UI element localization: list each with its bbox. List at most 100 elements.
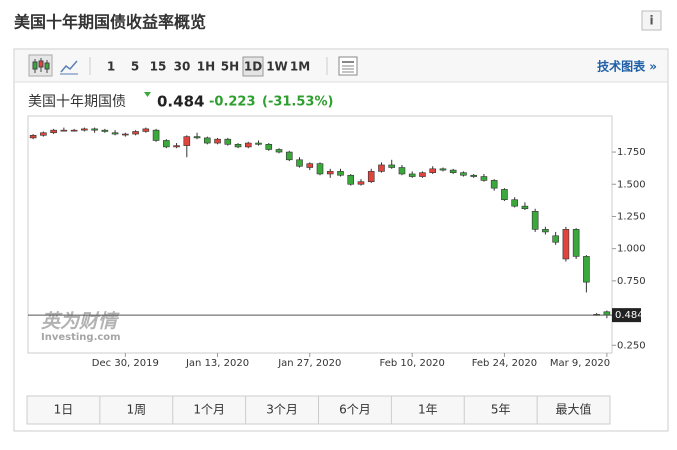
- candle-body: [275, 149, 283, 153]
- range-button[interactable]: 1个月: [193, 403, 225, 417]
- candle-body: [429, 168, 437, 173]
- candle-body: [101, 129, 109, 132]
- interval-button[interactable]: 5H: [221, 60, 239, 74]
- candle-body: [111, 132, 119, 135]
- interval-button[interactable]: 1M: [290, 60, 310, 74]
- candle-body: [224, 138, 232, 145]
- y-tick-label: 0.750: [617, 276, 646, 287]
- candle-body: [132, 131, 139, 135]
- candle-style-button[interactable]: [28, 54, 53, 77]
- x-tick-label: Jan 27, 2020: [277, 358, 341, 369]
- interval-button[interactable]: 15: [150, 60, 167, 74]
- candle-body: [296, 159, 303, 167]
- range-button[interactable]: 最大值: [556, 402, 592, 417]
- quote-change-pct: (-31.53%): [262, 95, 333, 110]
- candle-body: [398, 167, 406, 175]
- candle-body: [70, 129, 78, 132]
- technical-chart-link[interactable]: 技术图表 »: [597, 59, 657, 74]
- range-button[interactable]: 3个月: [266, 403, 298, 417]
- candle-body: [439, 168, 447, 171]
- last-price-label: 0.484: [615, 310, 644, 321]
- candle-body: [511, 199, 518, 207]
- candle-body: [152, 129, 160, 141]
- interval-button[interactable]: 1W: [266, 60, 288, 74]
- interval-button[interactable]: 30: [174, 60, 191, 74]
- candle-body: [142, 128, 150, 132]
- candle-body: [337, 171, 344, 176]
- candle-body: [388, 164, 396, 168]
- candle-body: [203, 137, 211, 144]
- line-style-button[interactable]: [60, 60, 78, 75]
- chart-frame: [13, 48, 669, 432]
- candle-body: [183, 136, 191, 146]
- info-button[interactable]: i: [641, 10, 662, 31]
- y-tick-label: 1.250: [617, 211, 646, 222]
- candle-body: [562, 229, 570, 260]
- interval-button[interactable]: 1H: [197, 60, 215, 74]
- y-tick-label: 1.500: [617, 179, 646, 190]
- candle-body: [470, 174, 477, 177]
- instrument-name: 美国十年期国债: [28, 94, 126, 110]
- candle-body: [542, 229, 549, 233]
- candle-body: [173, 145, 180, 148]
- candle-body: [285, 151, 293, 161]
- svg-text:i: i: [649, 14, 653, 28]
- candle-body: [449, 169, 457, 173]
- y-tick-label: 1.000: [617, 244, 646, 255]
- range-button[interactable]: 6个月: [339, 403, 371, 417]
- watermark: 英为财情: [41, 311, 120, 333]
- last-price-box: [612, 308, 641, 323]
- candle-body: [50, 129, 57, 134]
- candle-body: [122, 133, 129, 136]
- page-title: 美国十年期国债收益率概览: [14, 13, 206, 32]
- candle-body: [214, 138, 221, 144]
- candle-body: [163, 140, 170, 148]
- candle-body: [603, 311, 611, 316]
- settings-button[interactable]: [338, 56, 358, 76]
- candle-body: [60, 129, 68, 132]
- x-tick-label: Feb 10, 2020: [379, 358, 444, 369]
- candle-body: [419, 172, 426, 177]
- interval-button[interactable]: 1: [107, 60, 115, 74]
- selected-interval-bg: [242, 56, 264, 77]
- down-arrow: [144, 92, 151, 97]
- quote-change: -0.223: [209, 95, 256, 110]
- candle-body: [326, 171, 334, 175]
- candle-body: [501, 189, 508, 201]
- range-button[interactable]: 5年: [491, 403, 511, 417]
- x-tick-label: Feb 24, 2020: [472, 358, 537, 369]
- candle-body: [378, 164, 385, 172]
- candle-body: [490, 180, 498, 189]
- candle-body: [408, 173, 416, 177]
- candle-body: [521, 205, 529, 210]
- candle-body: [316, 163, 324, 175]
- interval-button[interactable]: 1D: [244, 60, 262, 74]
- x-tick-label: Dec 30, 2019: [92, 358, 159, 369]
- candle-body: [572, 229, 580, 257]
- candle-body: [357, 181, 365, 185]
- candle-body: [480, 176, 488, 181]
- interval-button[interactable]: 5: [131, 60, 139, 74]
- candle-body: [193, 136, 201, 139]
- y-tick-label: 0.250: [617, 340, 646, 351]
- x-tick-label: Jan 13, 2020: [185, 358, 249, 369]
- candle-body: [347, 174, 355, 185]
- candle-body: [255, 142, 262, 145]
- candle-body: [91, 128, 98, 131]
- candle-body: [265, 144, 273, 150]
- candle-body: [460, 172, 467, 176]
- range-button[interactable]: 1年: [418, 403, 438, 417]
- range-button[interactable]: 1日: [54, 403, 74, 417]
- candle-body: [29, 135, 37, 139]
- candle-body: [531, 211, 539, 230]
- candle-body: [306, 163, 314, 168]
- candle-body: [583, 256, 590, 283]
- y-tick-label: 1.750: [617, 147, 646, 158]
- candle-body: [81, 128, 88, 131]
- range-button[interactable]: 1周: [126, 403, 146, 417]
- x-tick-label: Mar 9, 2020: [550, 358, 610, 369]
- watermark: Investing.com: [41, 332, 121, 343]
- plot-frame: [27, 115, 613, 354]
- candle-body: [244, 142, 252, 148]
